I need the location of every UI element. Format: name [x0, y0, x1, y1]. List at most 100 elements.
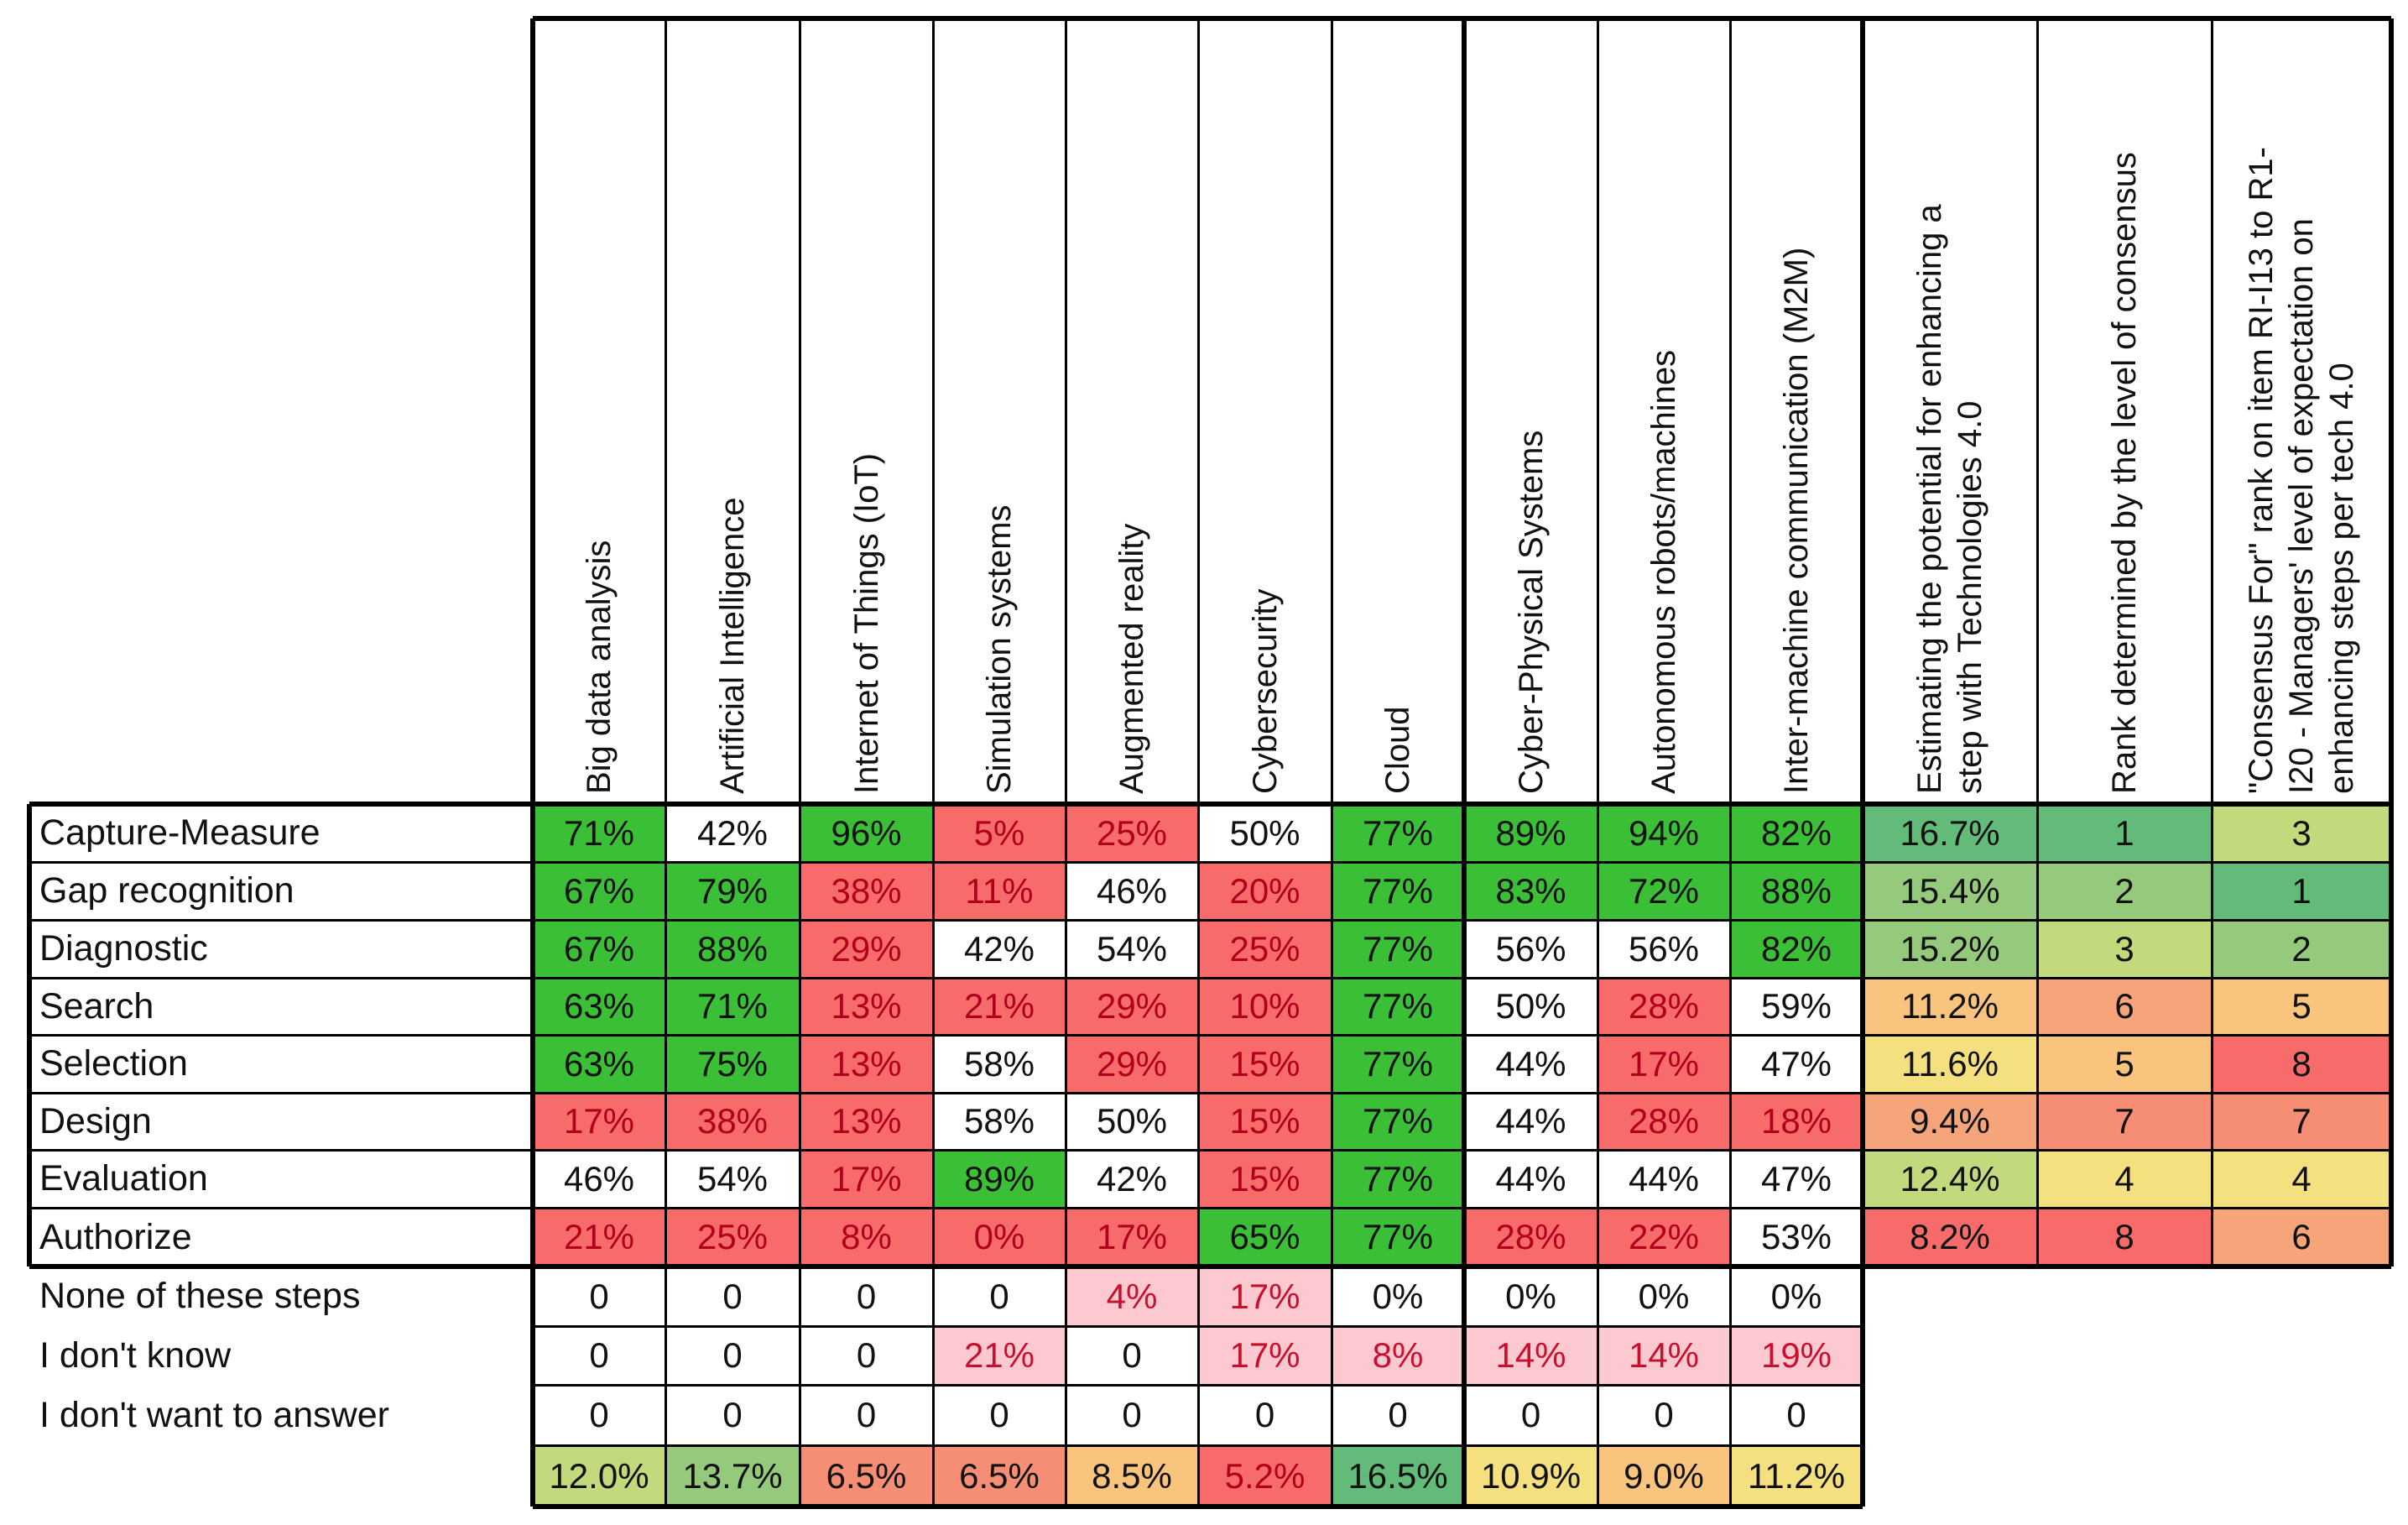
- grid-line: [2210, 18, 2213, 1266]
- table-cell: 0%: [933, 1208, 1066, 1266]
- grid-line: [29, 1264, 2391, 1269]
- table-cell: 0: [665, 1385, 800, 1445]
- column-header: Artificial Intelligence: [665, 18, 800, 804]
- table-cell: 0: [1730, 1385, 1863, 1445]
- summary-cell: 4: [2037, 1150, 2212, 1208]
- table-cell: 67%: [533, 862, 665, 920]
- summary-cell: 8.2%: [1863, 1208, 2037, 1266]
- table-cell: 88%: [665, 920, 800, 978]
- table-cell: 0%: [1464, 1266, 1598, 1326]
- row-label: Diagnostic: [39, 928, 208, 969]
- summary-cell: 3: [2212, 804, 2391, 862]
- table-cell: 25%: [665, 1208, 800, 1266]
- grid-line: [1064, 18, 1067, 1507]
- table-cell: 38%: [800, 862, 933, 920]
- table-cell: 0%: [1598, 1266, 1730, 1326]
- table-cell: 0: [933, 1385, 1066, 1445]
- summary-cell: 8: [2212, 1035, 2391, 1093]
- table-cell: 12.0%: [533, 1445, 665, 1507]
- row-label: Selection: [39, 1043, 188, 1084]
- summary-cell: 8: [2037, 1208, 2212, 1266]
- grid-line: [29, 1033, 2391, 1037]
- table-cell: 15%: [1198, 1035, 1332, 1093]
- table-cell: 77%: [1332, 1150, 1464, 1208]
- table-cell: 6.5%: [933, 1445, 1066, 1507]
- table-cell: 29%: [1066, 978, 1198, 1035]
- grid-line: [1330, 18, 1333, 1507]
- table-cell: 54%: [665, 1150, 800, 1208]
- table-cell: 71%: [665, 978, 800, 1035]
- summary-cell: 7: [2212, 1093, 2391, 1150]
- column-header: Rank determined by the level of consensu…: [2037, 18, 2212, 804]
- summary-cell: 16.7%: [1863, 804, 2037, 862]
- table-cell: 17%: [533, 1093, 665, 1150]
- column-header: Big data analysis: [533, 18, 665, 804]
- grid-line: [29, 918, 2391, 922]
- table-cell: 59%: [1730, 978, 1863, 1035]
- table-cell: 42%: [933, 920, 1066, 978]
- table-cell: 17%: [1198, 1326, 1332, 1385]
- table-cell: 63%: [533, 978, 665, 1035]
- table-cell: 17%: [800, 1150, 933, 1208]
- table-cell: 0: [533, 1385, 665, 1445]
- grid-line: [533, 1383, 1863, 1387]
- summary-cell: 12.4%: [1863, 1150, 2037, 1208]
- table-cell: 5%: [933, 804, 1066, 862]
- grid-line: [29, 1091, 2391, 1094]
- grid-line: [1196, 18, 1200, 1507]
- grid-line: [29, 802, 2391, 807]
- table-cell: 47%: [1730, 1150, 1863, 1208]
- summary-cell: 1: [2037, 804, 2212, 862]
- table-cell: 94%: [1598, 804, 1730, 862]
- table-cell: 0%: [1332, 1266, 1464, 1326]
- table-cell: 8%: [1332, 1326, 1464, 1385]
- table-cell: 44%: [1464, 1035, 1598, 1093]
- column-header: Augmented reality: [1066, 18, 1198, 804]
- row-label: Authorize: [39, 1216, 192, 1257]
- column-header-line: Inter-machine communication (M2M): [1778, 247, 1815, 794]
- table-cell: 16.5%: [1332, 1445, 1464, 1507]
- table-cell: 0: [800, 1266, 933, 1326]
- table-cell: 11%: [933, 862, 1066, 920]
- table-cell: 0: [1066, 1326, 1198, 1385]
- grid-line: [530, 18, 535, 1507]
- column-header-line: Cybersecurity: [1246, 588, 1284, 794]
- table-cell: 13.7%: [665, 1445, 800, 1507]
- column-header-line: Augmented reality: [1113, 523, 1150, 794]
- table-cell: 0: [1598, 1385, 1730, 1445]
- table-cell: 77%: [1332, 920, 1464, 978]
- column-header-line: Cloud: [1379, 706, 1416, 794]
- column-header: Cybersecurity: [1198, 18, 1332, 804]
- table-cell: 77%: [1332, 978, 1464, 1035]
- table-cell: 22%: [1598, 1208, 1730, 1266]
- table-cell: 0: [933, 1266, 1066, 1326]
- table-cell: 28%: [1464, 1208, 1598, 1266]
- column-header: "Consensus For" rank on item RI-I13 to R…: [2212, 18, 2391, 804]
- table-cell: 72%: [1598, 862, 1730, 920]
- column-header: Estimating the potential for enhancing a…: [1863, 18, 2037, 804]
- table-cell: 65%: [1198, 1208, 1332, 1266]
- grid-line: [1596, 18, 1599, 1507]
- table-cell: 15%: [1198, 1150, 1332, 1208]
- table-cell: 0: [800, 1385, 933, 1445]
- table-cell: 13%: [800, 1093, 933, 1150]
- column-header-line: Cyber-Physical Systems: [1512, 430, 1550, 794]
- grid-line: [931, 18, 935, 1507]
- summary-cell: 11.2%: [1863, 978, 2037, 1035]
- grid-line: [664, 18, 667, 1507]
- column-header: Cyber-Physical Systems: [1464, 18, 1598, 804]
- column-header-line: Simulation systems: [981, 504, 1018, 794]
- summary-cell: 15.4%: [1863, 862, 2037, 920]
- grid-line: [798, 18, 801, 1507]
- column-header: Internet of Things (IoT): [800, 18, 933, 804]
- column-header-line: Rank determined by the level of consensu…: [2106, 152, 2143, 794]
- table-cell: 11.2%: [1730, 1445, 1863, 1507]
- grid-line: [29, 860, 2391, 864]
- table-cell: 46%: [1066, 862, 1198, 920]
- column-header: Autonomous robots/machines: [1598, 18, 1730, 804]
- table-cell: 42%: [1066, 1150, 1198, 1208]
- table-cell: 28%: [1598, 1093, 1730, 1150]
- summary-cell: 6: [2037, 978, 2212, 1035]
- column-header-line: Estimating the potential for enhancing a: [1911, 204, 1948, 794]
- summary-cell: 5: [2037, 1035, 2212, 1093]
